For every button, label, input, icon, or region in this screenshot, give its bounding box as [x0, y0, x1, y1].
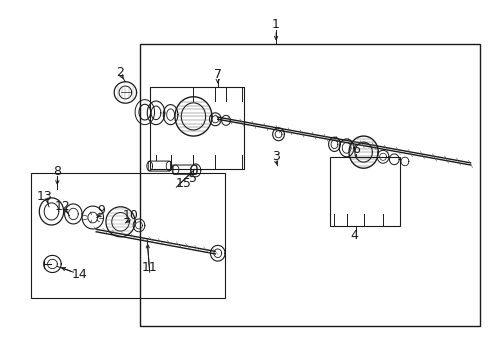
Text: 4: 4	[349, 229, 357, 242]
FancyBboxPatch shape	[148, 161, 170, 171]
Polygon shape	[175, 97, 211, 136]
Text: 12: 12	[54, 200, 70, 213]
Text: 15: 15	[175, 177, 191, 190]
Text: 10: 10	[122, 209, 138, 222]
Text: 6: 6	[352, 143, 360, 156]
Bar	[30, 173, 224, 298]
Text: 11: 11	[142, 261, 157, 274]
Polygon shape	[64, 204, 82, 224]
Text: 9: 9	[97, 204, 105, 217]
Polygon shape	[43, 255, 61, 273]
Text: 14: 14	[71, 268, 87, 281]
Bar	[329, 157, 399, 226]
Text: 1: 1	[272, 18, 280, 31]
Text: 5: 5	[189, 172, 197, 185]
Polygon shape	[39, 198, 63, 225]
FancyBboxPatch shape	[173, 165, 197, 174]
Text: 7: 7	[213, 68, 221, 81]
Text: 8: 8	[53, 165, 61, 177]
Bar	[149, 87, 244, 169]
Polygon shape	[348, 136, 377, 168]
Text: 13: 13	[36, 190, 52, 203]
Polygon shape	[106, 207, 135, 237]
Text: 2: 2	[116, 66, 124, 79]
Bar	[140, 44, 479, 327]
Text: 3: 3	[272, 150, 280, 163]
